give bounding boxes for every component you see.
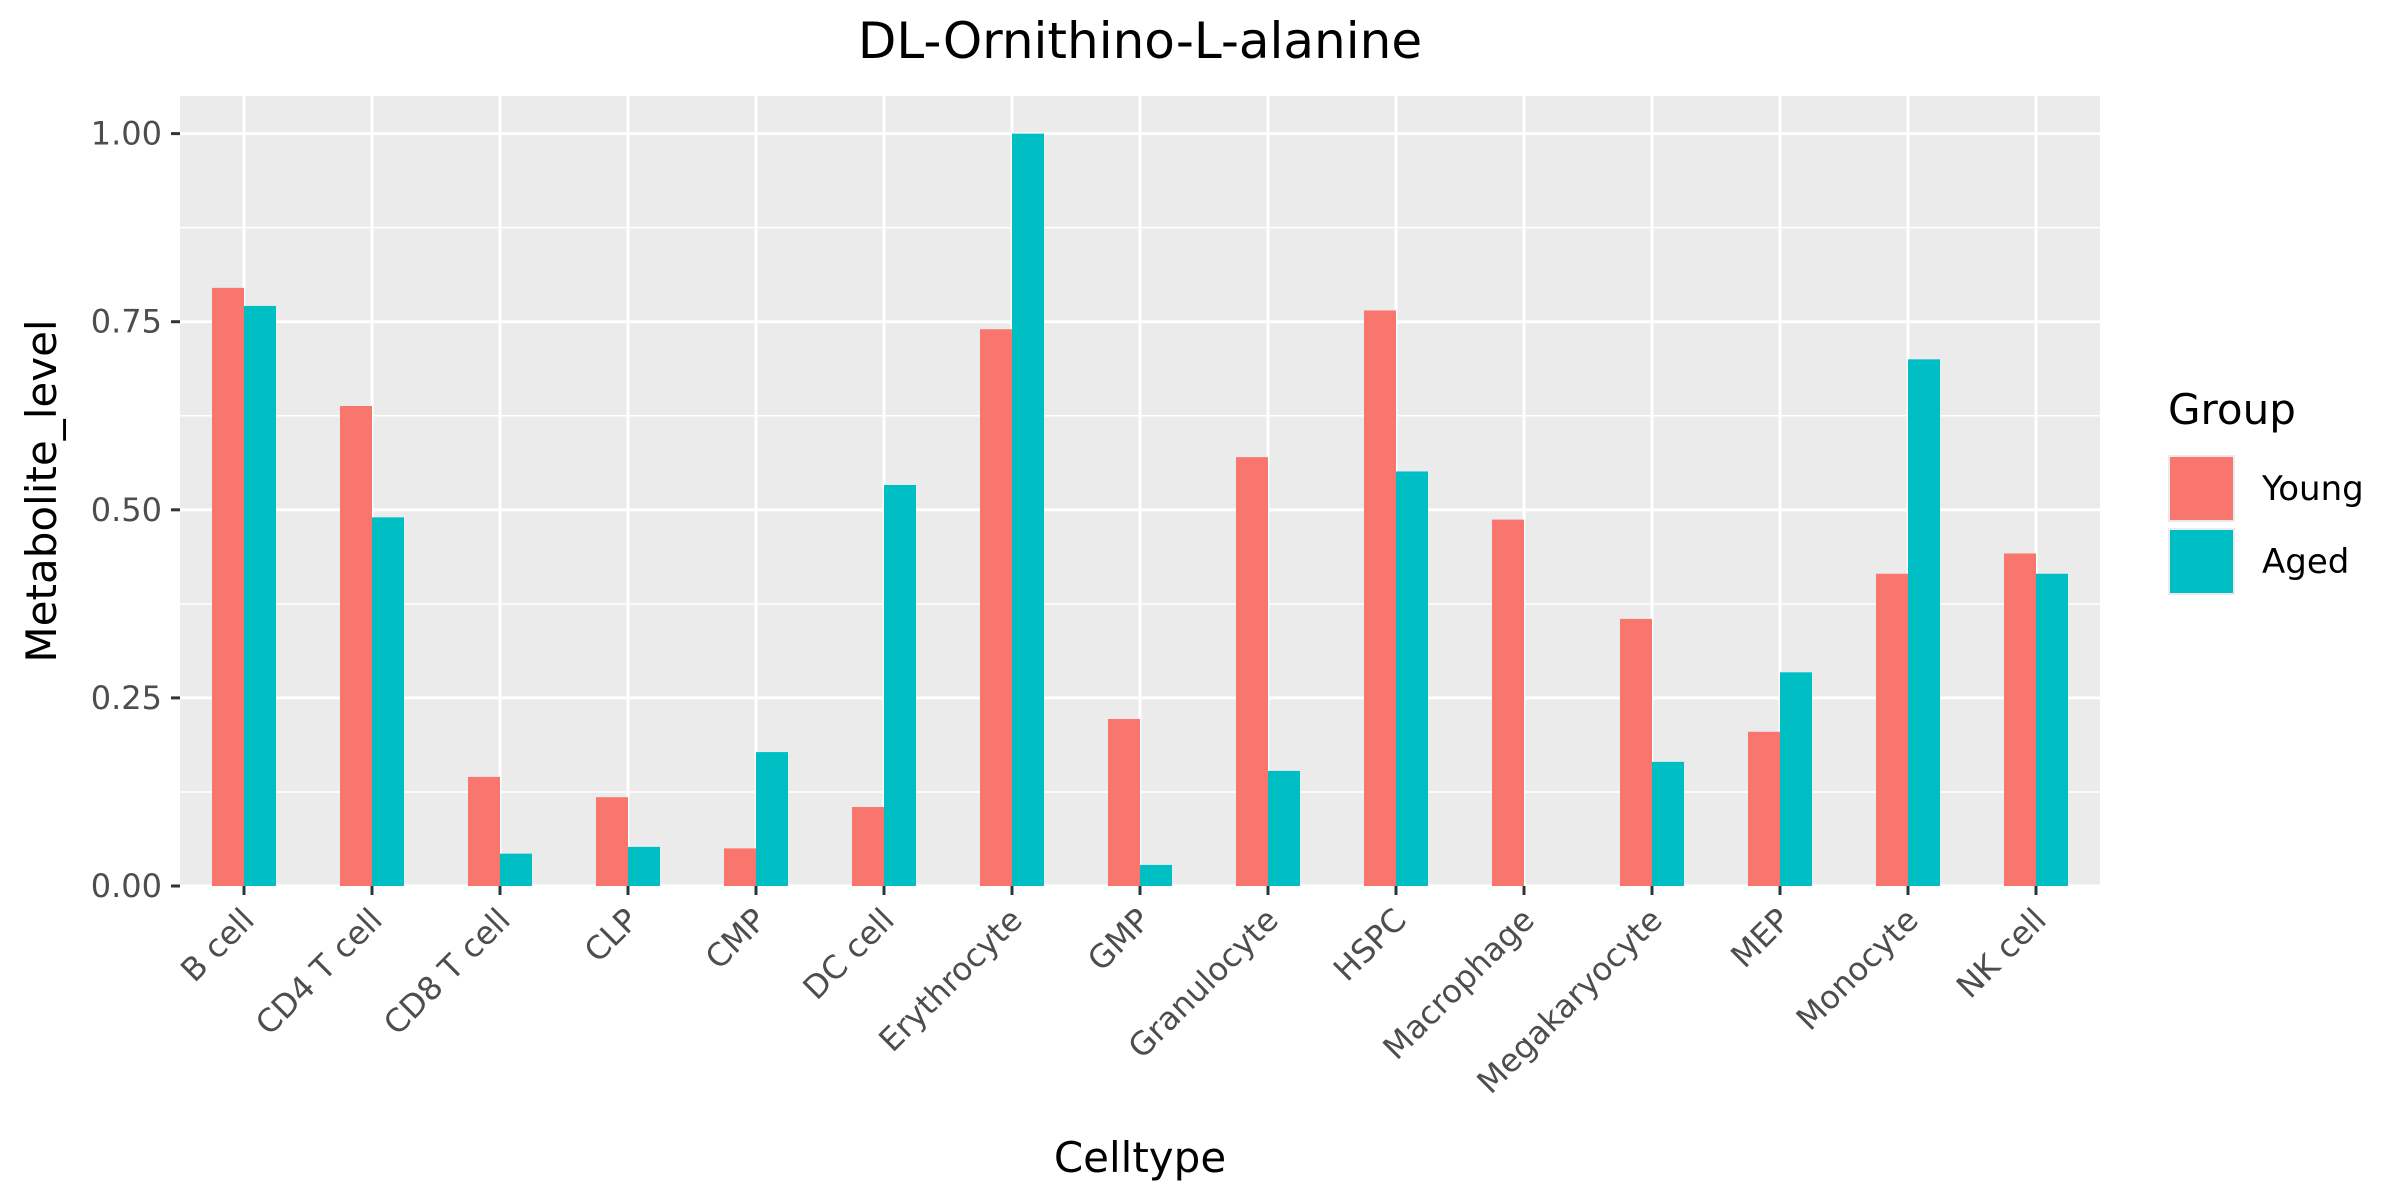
chart-title: DL-Ornithino-L-alanine	[858, 12, 1422, 70]
bar-aged	[1396, 471, 1428, 886]
legend-label-young: Young	[2261, 469, 2364, 509]
legend: Group Young Aged	[2168, 385, 2364, 595]
bars	[212, 133, 2068, 887]
y-axis-title: Metabolite_level	[17, 319, 66, 662]
bar-aged	[1780, 672, 1812, 886]
legend-swatch-young	[2170, 457, 2233, 520]
bar-aged	[2036, 573, 2068, 886]
bar-aged	[1652, 761, 1684, 886]
bar-aged	[1908, 359, 1940, 886]
bar-aged	[884, 484, 916, 886]
bar-aged	[1140, 864, 1172, 886]
x-tick-label: DC cell	[795, 901, 901, 1007]
bar-young	[1108, 718, 1140, 886]
bar-young	[1620, 618, 1652, 886]
bar-young	[1236, 457, 1268, 886]
y-tick-label: 0.50	[91, 491, 162, 529]
bar-young	[340, 405, 372, 886]
bar-young	[1876, 573, 1908, 886]
bar-aged	[756, 752, 788, 886]
bar-young	[212, 287, 244, 886]
x-tick-label: MEP	[1723, 901, 1797, 975]
x-tick-label: HSPC	[1326, 901, 1414, 989]
bar-aged	[500, 853, 532, 886]
bar-aged	[244, 305, 276, 886]
legend-title: Group	[2168, 385, 2296, 434]
bar-young	[1364, 310, 1396, 886]
bar-young	[1492, 519, 1524, 886]
bar-aged	[1268, 770, 1300, 886]
x-axis-title: Celltype	[1054, 1133, 1226, 1182]
y-tick-label: 0.75	[91, 303, 162, 341]
x-tick-label: CD4 T cell	[248, 901, 390, 1043]
bar-young	[724, 848, 756, 886]
y-tick-label: 0.25	[91, 679, 162, 717]
x-tick-label: CMP	[698, 901, 774, 977]
bar-young	[1748, 731, 1780, 886]
bar-aged	[628, 846, 660, 886]
bar-young	[980, 329, 1012, 886]
x-tick-label: B cell	[173, 901, 262, 990]
bar-aged	[372, 517, 404, 886]
bar-young	[852, 807, 884, 886]
bar-young	[468, 776, 500, 886]
x-tick-label: GMP	[1080, 901, 1158, 979]
bar-young	[596, 797, 628, 886]
x-tick-label: NK cell	[1949, 901, 2054, 1006]
x-tick-label: CLP	[577, 901, 646, 970]
x-tick-label: Monocyte	[1789, 901, 1926, 1038]
y-tick-label: 1.00	[91, 115, 162, 153]
legend-swatch-aged	[2170, 530, 2233, 593]
bar-young	[2004, 553, 2036, 886]
bar-aged	[1012, 133, 1044, 887]
y-tick-label: 0.00	[91, 867, 162, 905]
x-tick-label: CD8 T cell	[376, 901, 518, 1043]
legend-label-aged: Aged	[2262, 542, 2349, 582]
